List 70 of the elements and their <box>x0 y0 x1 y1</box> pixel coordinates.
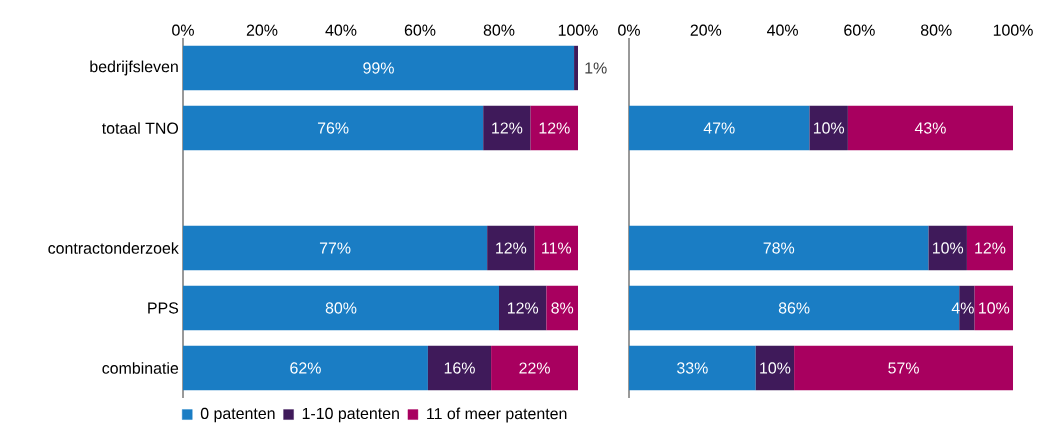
x-tick-label: 20% <box>246 24 278 36</box>
data-label: 57% <box>888 362 919 374</box>
bar <box>491 345 579 391</box>
bar <box>629 105 810 151</box>
bar <box>183 105 484 151</box>
data-label: 78% <box>763 242 795 254</box>
data-label: 10% <box>813 122 845 134</box>
data-label: 43% <box>914 122 946 134</box>
bar <box>847 105 1014 151</box>
bar <box>974 285 1014 331</box>
data-label: 10% <box>979 302 1010 314</box>
data-label: 4% <box>951 302 974 314</box>
bar <box>534 225 579 271</box>
data-label: 86% <box>778 302 810 314</box>
data-label: 8% <box>551 302 574 314</box>
data-label: 1% <box>585 62 607 74</box>
data-label: 11% <box>542 242 572 254</box>
bar <box>183 285 500 331</box>
data-label: 12% <box>507 302 539 314</box>
data-label: 77% <box>319 242 351 254</box>
data-label: 10% <box>933 242 964 254</box>
bar <box>574 45 579 91</box>
data-label: 12% <box>496 242 527 254</box>
x-tick-label: 40% <box>767 24 798 36</box>
data-label: 76% <box>317 122 349 134</box>
bar <box>427 345 492 391</box>
data-label: 12% <box>975 242 1006 254</box>
bar <box>629 345 756 391</box>
x-tick-label: 0% <box>172 24 194 36</box>
x-tick-label: 100% <box>558 24 598 36</box>
y-tick-label: PPS <box>148 302 179 314</box>
x-tick-label: 60% <box>404 24 436 36</box>
bar <box>183 345 428 391</box>
bar <box>546 285 579 331</box>
legend-label: 11 of meer patenten <box>427 407 567 423</box>
bar <box>499 285 547 331</box>
data-label: 22% <box>519 362 550 374</box>
y-tick-label: bedrijfsleven <box>90 60 178 76</box>
data-label: 47% <box>703 122 735 134</box>
x-tick-label: 80% <box>483 24 515 36</box>
data-label: 99% <box>363 62 394 74</box>
x-tick-label: 0% <box>618 24 640 36</box>
bar <box>809 105 848 151</box>
bar <box>755 345 795 391</box>
y-tick-label: combinatie <box>102 362 179 374</box>
bar <box>183 45 575 91</box>
bar <box>530 105 579 151</box>
bar <box>487 225 535 271</box>
legend-label: 1-10 patenten <box>302 407 399 423</box>
bar <box>966 225 1014 271</box>
x-tick-label: 80% <box>920 24 952 36</box>
data-label: 12% <box>539 122 570 134</box>
data-label: 12% <box>492 122 523 134</box>
data-label: 16% <box>444 362 475 374</box>
bar <box>183 225 488 271</box>
bar <box>483 105 531 151</box>
bar <box>629 225 929 271</box>
data-label: 33% <box>677 362 708 374</box>
x-tick-label: 60% <box>844 24 875 36</box>
x-tick-label: 20% <box>690 24 722 36</box>
bar <box>928 225 967 271</box>
y-tick-label: contractonderzoek <box>48 242 179 254</box>
x-tick-label: 40% <box>325 24 357 36</box>
data-label: 10% <box>760 362 791 374</box>
data-label: 80% <box>325 302 357 314</box>
x-tick-label: 100% <box>993 24 1033 36</box>
y-tick-label: totaal TNO <box>101 122 179 134</box>
bar <box>794 345 1014 391</box>
data-label: 62% <box>290 362 321 374</box>
legend-label: 0 patenten <box>200 407 275 423</box>
